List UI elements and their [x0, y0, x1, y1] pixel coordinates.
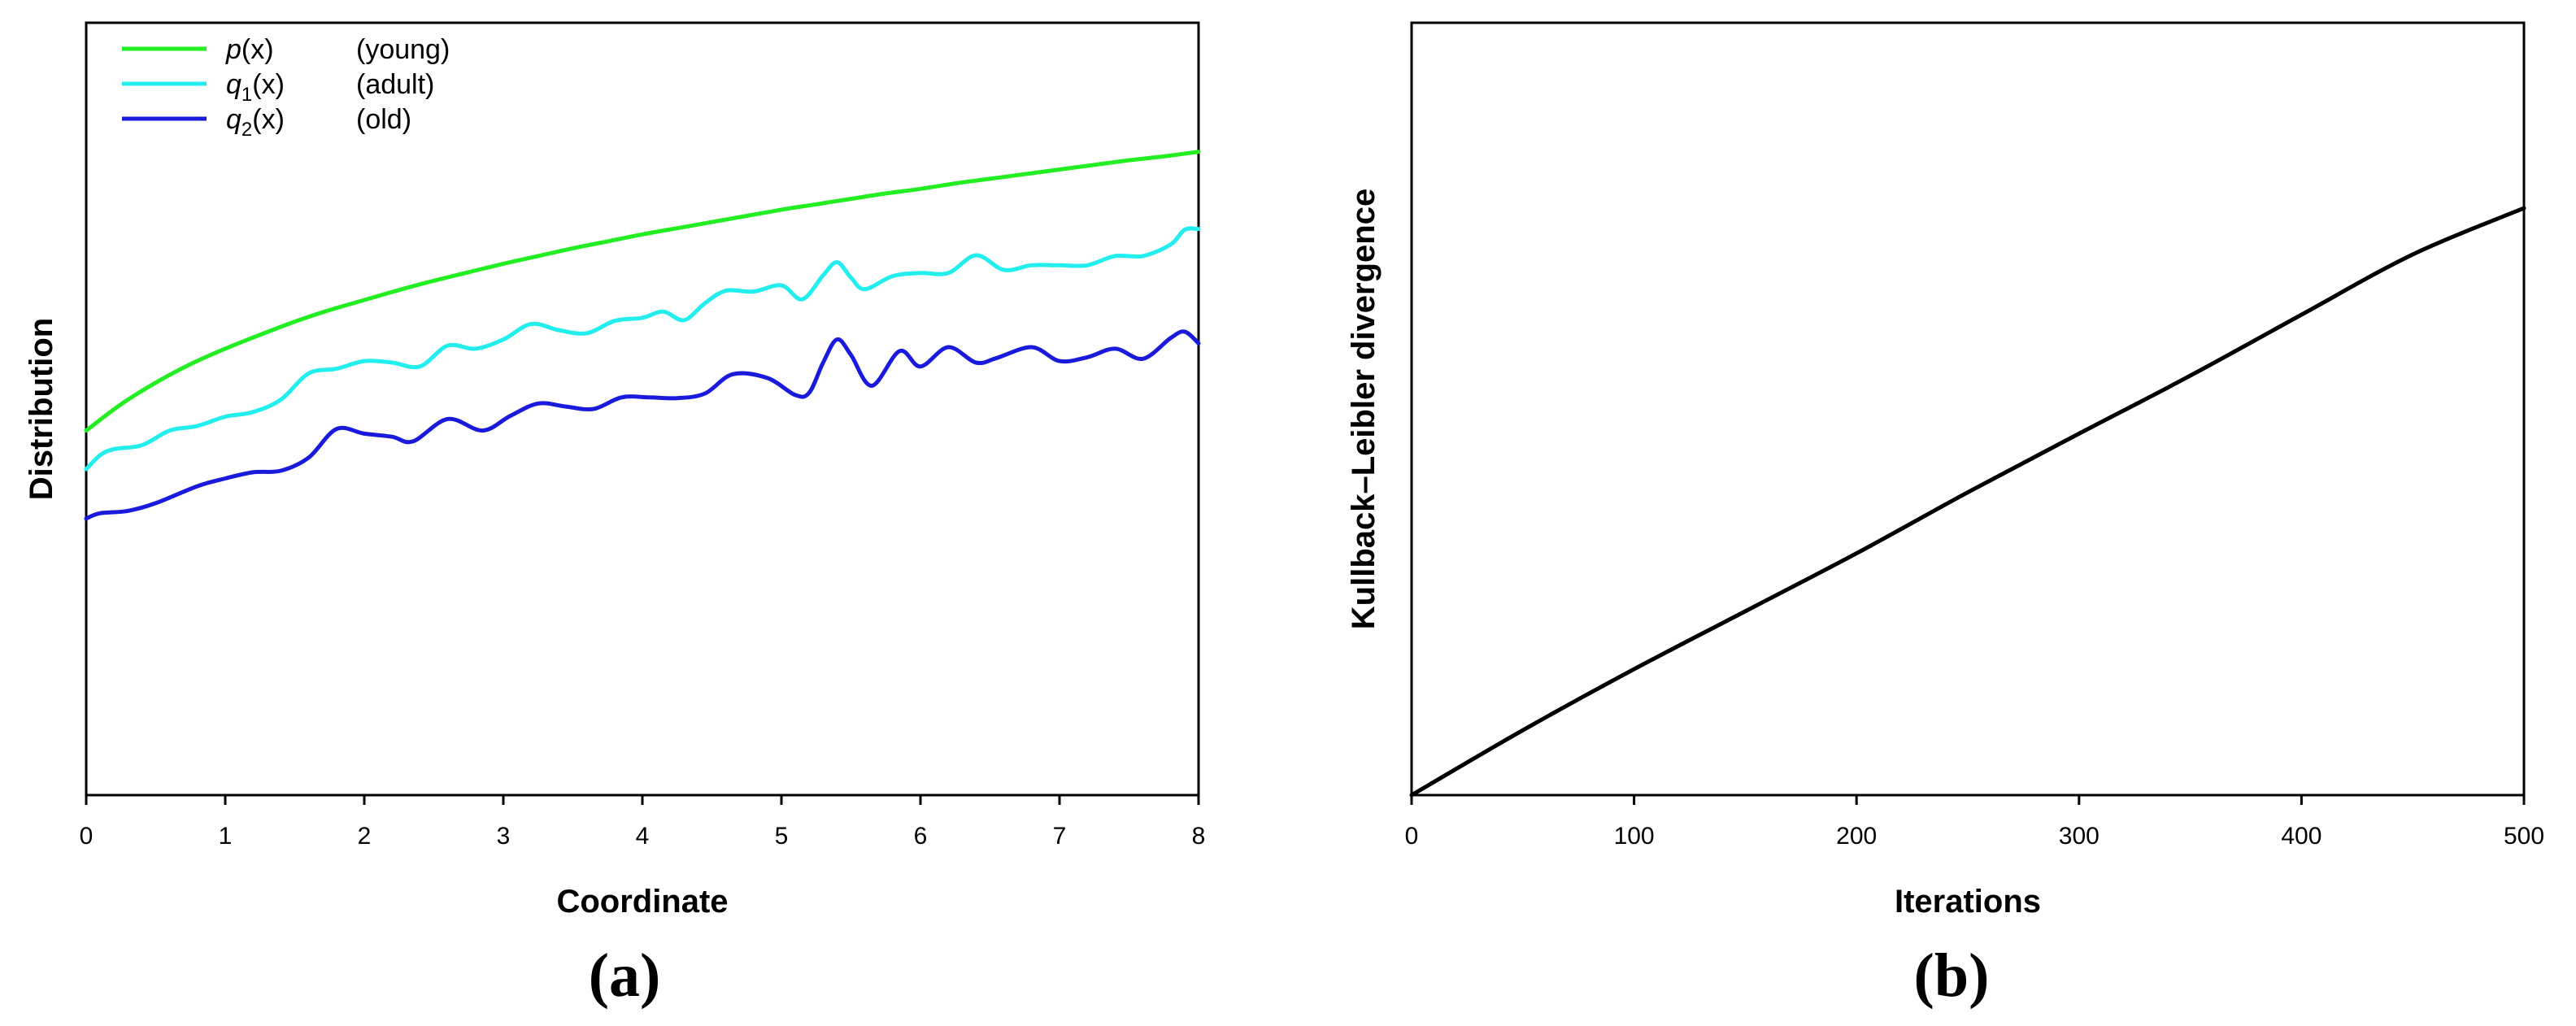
legend-desc-p-x-: (young): [356, 34, 450, 65]
panel-b-chart: 0 100 200 300 400 500 Iterations Kullback–Lei…: [1346, 21, 2544, 1010]
legend-desc-q2-x-: (old): [356, 104, 411, 135]
panel-b-series-lines: [1409, 206, 2526, 798]
panel-b-x-tick-label: 500: [2504, 823, 2544, 850]
panel-a-label: (a): [589, 941, 661, 1010]
panel-a-x-tick-label: 4: [636, 823, 650, 850]
panel-b-x-tick-label: 200: [1836, 823, 1877, 850]
panel-a-x-axis-label: Coordinate: [556, 884, 728, 919]
panel-a-q1-x--line: [84, 226, 1201, 472]
panel-a-series-lines: [84, 150, 1201, 521]
panel-b-x-tick-label: 100: [1614, 823, 1655, 850]
panel-b-plot-area: [1410, 21, 2526, 797]
legend-label-q2-x-: q2(x): [226, 104, 285, 141]
panel-a-q2-x--line: [84, 329, 1201, 521]
panel-b-label: (b): [1914, 941, 1990, 1010]
panel-b-x-tick-label: 400: [2281, 823, 2321, 850]
panel-a-x-tick-label: 7: [1053, 823, 1067, 850]
panel-a-x-ticks: 0 1 2 3 4 5 6 7 8: [80, 795, 1206, 850]
panel-a-x-tick-label: 3: [497, 823, 511, 850]
panel-a-x-tick-label: 5: [775, 823, 789, 850]
panel-a-legend: p(x) (young) q1(x) (adult) q2(x) (old): [122, 34, 450, 141]
legend-item-p-x-: p(x) (young): [122, 34, 450, 65]
panel-b-x-ticks: 0 100 200 300 400 500: [1405, 795, 2544, 850]
legend-desc-q1-x-: (adult): [356, 69, 434, 100]
panel-a-x-tick-label: 1: [219, 823, 233, 850]
panel-a-x-tick-label: 2: [358, 823, 372, 850]
panel-a-x-tick-label: 0: [80, 823, 94, 850]
legend-label-p-x-: p(x): [225, 34, 274, 65]
panel-b-x-tick-label: 0: [1405, 823, 1419, 850]
panel-b-x-axis-label: Iterations: [1895, 884, 2041, 919]
legend-label-q1-x-: q1(x): [226, 69, 285, 106]
panel-b-x-tick-label: 300: [2059, 823, 2100, 850]
panel-a-plot-area: [85, 21, 1200, 797]
panel-a-x-tick-label: 6: [914, 823, 928, 850]
panel-a-x-tick-label: 8: [1192, 823, 1206, 850]
panel-b-y-axis-label: Kullback–Leibler divergence: [1346, 189, 1382, 629]
legend-item-q1-x-: q1(x) (adult): [122, 69, 434, 106]
panel-a-chart: 0 1 2 3 4 5 6 7 8 p(x) (young) q1(x) (adult) q2(x) (o…: [24, 21, 1206, 1010]
panel-a-p-x--line: [84, 150, 1201, 433]
legend-item-q2-x-: q2(x) (old): [122, 104, 411, 141]
panel-b-series-0-line: [1409, 206, 2526, 798]
panel-a-y-axis-label: Distribution: [24, 318, 59, 500]
